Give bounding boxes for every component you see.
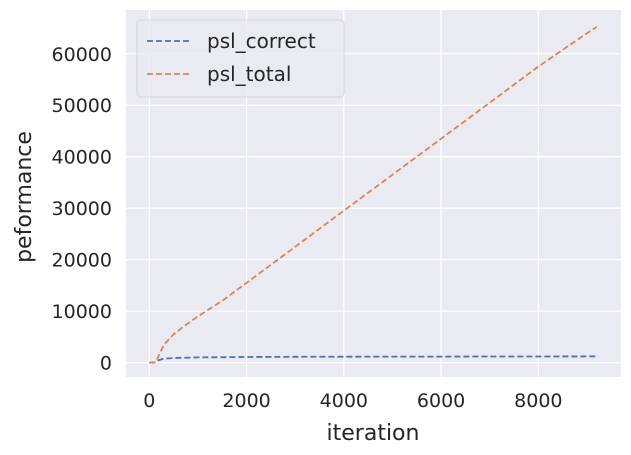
legend: psl_correct psl_total	[136, 19, 345, 98]
x-tick-label: 4000	[320, 390, 368, 412]
y-tick-label: 30000	[52, 198, 112, 220]
y-tick-label: 10000	[52, 301, 112, 323]
series-line-psl_correct	[149, 355, 597, 364]
x-axis-label: iteration	[327, 421, 420, 446]
x-tick-label: 6000	[417, 390, 465, 412]
series-lines	[149, 26, 598, 364]
y-tick-labels: 0 10000 20000 30000 40000 50000 60000	[52, 44, 112, 375]
legend-label: psl_correct	[207, 29, 316, 53]
x-tick-label: 8000	[514, 390, 562, 412]
y-axis-label: peformance	[12, 131, 37, 263]
y-tick-label: 0	[100, 353, 112, 375]
series-line-psl_total	[149, 26, 598, 364]
y-tick-label: 50000	[52, 95, 112, 117]
y-tick-label: 60000	[52, 44, 112, 66]
x-tick-label: 0	[143, 390, 155, 412]
legend-label: psl_total	[207, 62, 291, 86]
y-tick-label: 20000	[52, 250, 112, 272]
y-tick-label: 40000	[52, 147, 112, 169]
legend-box	[136, 19, 345, 98]
x-tick-labels: 0 2000 4000 6000 8000	[143, 390, 562, 412]
x-tick-label: 2000	[222, 390, 270, 412]
